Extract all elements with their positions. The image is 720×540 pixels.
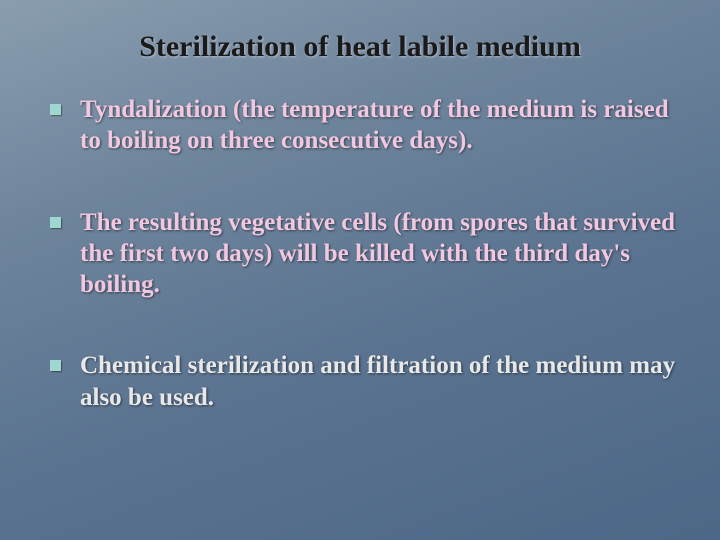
bullet-text: Tyndalization (the temperature of the me… [80, 96, 669, 154]
bullet-list: Tyndalization (the temperature of the me… [50, 94, 680, 413]
bullet-text: Chemical sterilization and filtration of… [80, 352, 675, 410]
bullet-text: The resulting vegetative cells (from spo… [80, 209, 675, 299]
bullet-item: Tyndalization (the temperature of the me… [50, 94, 680, 157]
slide-container: Sterilization of heat labile medium Tynd… [0, 0, 720, 540]
bullet-item: The resulting vegetative cells (from spo… [50, 207, 680, 301]
slide-title: Sterilization of heat labile medium [30, 30, 690, 64]
bullet-item: Chemical sterilization and filtration of… [50, 350, 680, 413]
